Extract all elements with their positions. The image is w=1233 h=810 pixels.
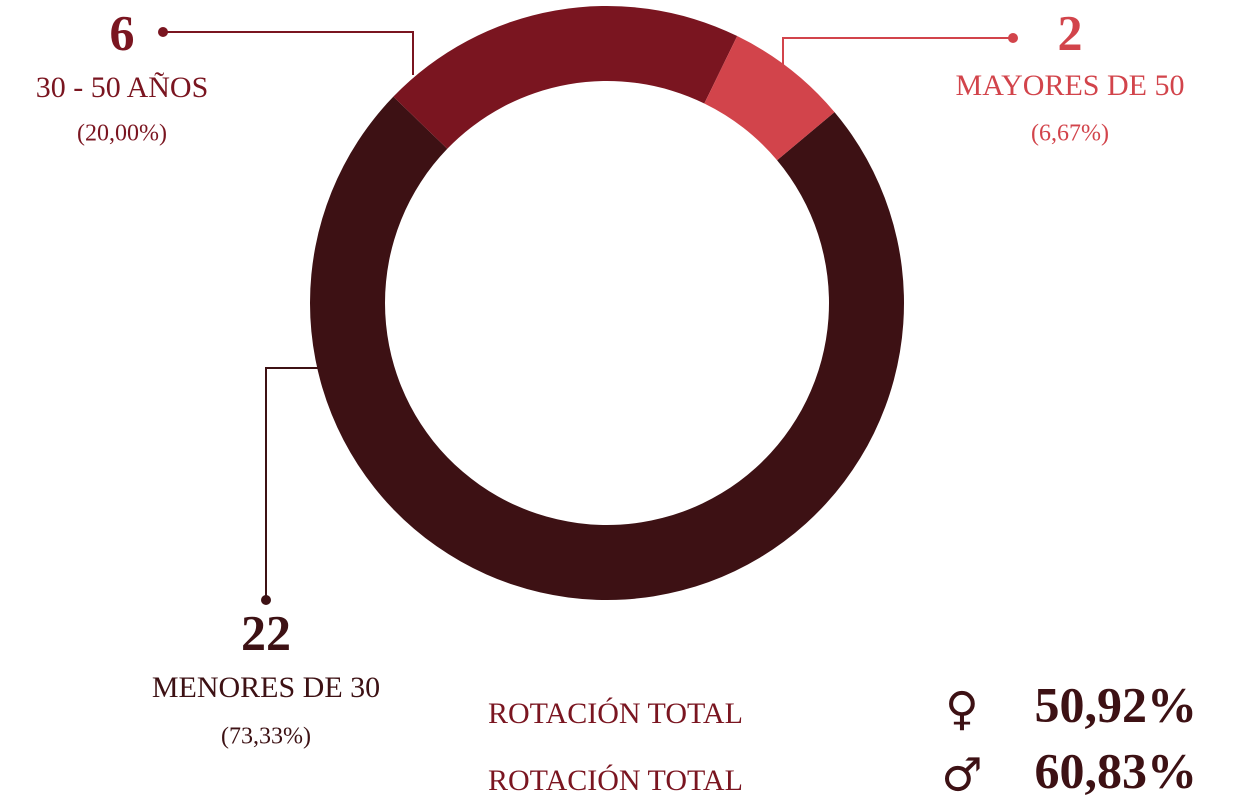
segment-name: 30 - 50 AÑOS: [36, 71, 209, 104]
footer-value: 60,83%: [1035, 742, 1198, 798]
segment-share: (6,67%): [1031, 121, 1109, 147]
segment-value: 2: [1058, 4, 1083, 60]
donut-segment: [309, 96, 904, 600]
leader-line: [163, 31, 414, 75]
leader-line: [782, 37, 1013, 70]
labels: 22 MENORES DE 30 (73,33%) 6 30 - 50 AÑOS (20,…: [36, 4, 1185, 749]
segment-share: (20,00%): [77, 121, 167, 147]
segment-name: MENORES DE 30: [152, 671, 380, 704]
footer-symbol: ♀: [945, 682, 979, 736]
footer-value: 50,92%: [1035, 676, 1198, 732]
donut: [309, 5, 904, 600]
segment-value: 6: [110, 4, 135, 60]
segment-share: (73,33%): [221, 724, 311, 750]
leader-dot: [261, 595, 271, 605]
leader-dot: [158, 27, 168, 37]
footer-symbol: ♂: [941, 748, 982, 802]
segment-name: MAYORES DE 50: [956, 69, 1185, 102]
donut-segment: [704, 36, 835, 161]
segment-value: 22: [241, 604, 291, 660]
footer-label: ROTACIÓN TOTAL: [488, 764, 743, 797]
leader-line: [265, 367, 318, 600]
donut-segment: [393, 5, 738, 149]
footer-label: ROTACIÓN TOTAL: [488, 697, 743, 730]
leader-dot: [1008, 33, 1018, 43]
